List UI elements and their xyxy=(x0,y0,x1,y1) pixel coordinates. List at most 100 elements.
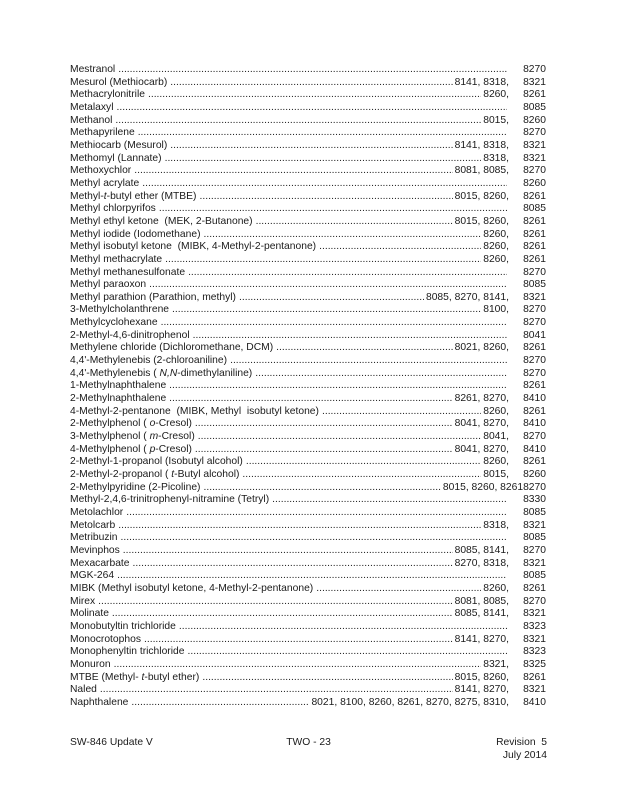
method-number-last: 8085 xyxy=(523,279,546,291)
dot-leader xyxy=(98,596,452,609)
analyte-name: 2-Methyl-2-propanol ( t-Butyl alcohol) xyxy=(70,469,239,482)
method-number-last: 8260 xyxy=(523,177,546,189)
method-numbers: 8141, 8270, xyxy=(454,633,509,645)
index-row: Methanol 8015, 8260 xyxy=(70,115,546,128)
analyte-name-part: 2-Methylphenol ( xyxy=(70,418,150,430)
dot-leader xyxy=(239,292,424,305)
method-number-last: 8270 xyxy=(523,304,546,316)
analyte-name-part: -butyl ether) xyxy=(144,671,200,683)
index-row: Mevinphos 8085, 8141, 8270 xyxy=(70,545,546,558)
index-row: 3-Methylcholanthrene 8100, 8270 xyxy=(70,304,546,317)
index-row: 2-Methylnaphthalene 8261, 8270, 8410 xyxy=(70,393,546,406)
method-number-last: 8321 xyxy=(523,608,546,620)
method-number-last: 8085 xyxy=(523,101,546,113)
dot-leader xyxy=(169,393,452,406)
dot-leader xyxy=(195,418,453,431)
analyte-name: Methyl parathion (Parathion, methyl) xyxy=(70,291,236,303)
method-number-last: 8321 xyxy=(523,519,546,531)
method-numbers: 8260, xyxy=(483,228,509,240)
method-numbers: 8015, 8260, xyxy=(454,190,509,202)
index-row: Methyl methacrylate 8260, 8261 xyxy=(70,254,546,267)
analyte-name: Monuron xyxy=(70,658,111,670)
dot-leader xyxy=(169,380,507,393)
method-numbers: 8318, xyxy=(483,152,509,164)
method-number-last: 8270 xyxy=(523,64,546,75)
analyte-name: 4-Methylphenol ( p-Cresol) xyxy=(70,444,192,457)
analyte-name: 4-Methyl-2-pentanone (MIBK, Methyl isobu… xyxy=(70,405,319,417)
index-row: Methyl methanesulfonate 8270 xyxy=(70,267,546,280)
analyte-name: Metalaxyl xyxy=(70,101,114,113)
analyte-name: Methyl iodide (Iodomethane) xyxy=(70,228,201,240)
index-row: Methomyl (Lannate) 8318, 8321 xyxy=(70,153,546,166)
analyte-name-italic: m xyxy=(149,431,159,443)
method-number-last: 8330 xyxy=(523,494,546,506)
method-number-last: 8270 xyxy=(523,595,546,607)
method-number-last: 8085 xyxy=(523,570,546,582)
index-row: 4,4'-Methylenebis (2-chloroaniline) 8270 xyxy=(70,355,546,368)
dot-leader xyxy=(256,216,453,229)
index-row: 2-Methylpyridine (2-Picoline) 8015, 8260,… xyxy=(70,482,546,495)
dot-leader xyxy=(121,532,508,545)
dot-leader xyxy=(161,317,507,330)
analyte-name-part: 4-Methylphenol ( xyxy=(70,443,150,455)
index-row: 2-Methylphenol ( o-Cresol) 8041, 8270, 841… xyxy=(70,418,546,431)
dot-leader xyxy=(114,659,482,672)
analyte-name: 2-Methyl-1-propanol (Isobutyl alcohol) xyxy=(70,456,243,468)
analyte-name: MIBK (Methyl isobutyl ketone, 4-Methyl-2… xyxy=(70,582,314,594)
dot-leader xyxy=(203,482,440,495)
analyte-name: Monocrotophos xyxy=(70,633,141,645)
method-numbers: 8021, 8100, 8260, 8261, 8270, 8275, 8310… xyxy=(311,696,509,708)
method-number-last: 8321 xyxy=(523,684,546,696)
analyte-name-part: MTBE (Methyl- xyxy=(70,671,142,683)
analyte-name: Mestranol xyxy=(70,64,116,75)
analyte-name: Methyl paraoxon xyxy=(70,279,147,291)
method-number-last: 8261 xyxy=(523,456,546,468)
index-row: Methyl acrylate 8260 xyxy=(70,178,546,191)
index-row: 4-Methyl-2-pentanone (MIBK, Methyl isobu… xyxy=(70,406,546,419)
index-row: Methyl parathion (Parathion, methyl) 8085… xyxy=(70,292,546,305)
method-number-last: 8270 xyxy=(523,544,546,556)
method-number-last: 8410 xyxy=(523,393,546,405)
index-row: Methyl chlorpyrifos 8085 xyxy=(70,203,546,216)
method-number-last: 8085 xyxy=(523,532,546,544)
dot-leader xyxy=(118,64,507,77)
index-row: Methylene chloride (Dichloromethane, DCM… xyxy=(70,342,546,355)
method-number-last: 8261 xyxy=(523,241,546,253)
index-row: 2-Methyl-1-propanol (Isobutyl alcohol) 82… xyxy=(70,456,546,469)
method-number-last: 8410 xyxy=(523,418,546,430)
analyte-name: Mesurol (Methiocarb) xyxy=(70,76,168,88)
analyte-name: Methanol xyxy=(70,114,113,126)
analyte-name: Molinate xyxy=(70,608,109,620)
analyte-name: Methiocarb (Mesurol) xyxy=(70,139,168,151)
index-row: Methapyrilene 8270 xyxy=(70,127,546,140)
index-row: 1-Methylnaphthalene 8261 xyxy=(70,380,546,393)
index-row: Metolachlor 8085 xyxy=(70,507,546,520)
method-numbers: 8260, xyxy=(483,89,509,101)
method-number-last: 8261 xyxy=(523,671,546,683)
method-numbers: 8260, xyxy=(483,253,509,265)
method-number-last: 8321 xyxy=(523,152,546,164)
analyte-name-part: -Butyl alcohol) xyxy=(174,469,240,480)
analyte-name: MGK-264 xyxy=(70,570,115,582)
dot-leader xyxy=(100,684,453,697)
analyte-name-italic: t xyxy=(141,671,145,683)
analyte-name-part: 2-Methyl-2-propanol ( xyxy=(70,469,172,480)
dot-leader xyxy=(142,178,507,191)
dot-leader xyxy=(165,254,481,267)
analyte-name: Methyl isobutyl ketone (MIBK, 4-Methyl-2… xyxy=(70,241,317,253)
analyte-name: 2-Methylpyridine (2-Picoline) xyxy=(70,481,201,493)
index-row: Metalaxyl 8085 xyxy=(70,102,546,115)
analyte-name: Mirex xyxy=(70,595,96,607)
analyte-name-part: 4,4'-Methylenebis ( xyxy=(70,367,160,379)
footer-revision-block: Revision 5 July 2014 xyxy=(331,737,547,762)
method-numbers: 8141, 8318, xyxy=(454,76,509,88)
index-row: 2-Methyl-2-propanol ( t-Butyl alcohol) 80… xyxy=(70,469,546,482)
dot-leader xyxy=(117,102,508,115)
index-row: Molinate 8085, 8141, 8321 xyxy=(70,608,546,621)
analyte-name: Mexacarbate xyxy=(70,557,130,569)
analyte-name: 1-Methylnaphthalene xyxy=(70,380,167,392)
dot-leader xyxy=(170,140,452,153)
dot-leader xyxy=(276,342,452,355)
method-numbers: 8081, 8085, xyxy=(454,595,509,607)
index-row: Monobutyltin trichloride 8323 xyxy=(70,621,546,634)
